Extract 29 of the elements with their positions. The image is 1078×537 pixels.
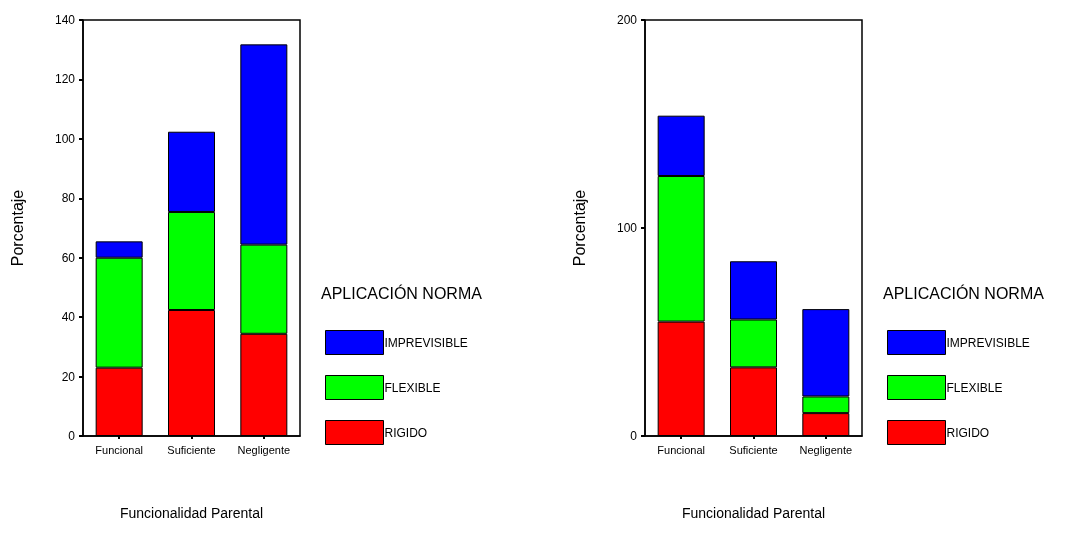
y-tick-label: 60	[61, 250, 76, 265]
y-tick-label: 100	[616, 221, 638, 235]
y-tick-label: 140	[54, 13, 76, 27]
legend-label: RIGIDO	[384, 425, 428, 440]
y-tick-label: 80	[61, 191, 76, 206]
legend-label: FLEXIBLE	[946, 380, 1003, 395]
x-tick-label: Funcional	[95, 443, 144, 456]
y-axis-title: Porcentaje	[570, 189, 588, 267]
legend-label: FLEXIBLE	[384, 380, 441, 395]
y-tick-label: 120	[54, 72, 76, 87]
legend-title: APLICACIÓN NORMA	[321, 283, 483, 302]
legend-label: IMPREVISIBLE	[384, 335, 468, 350]
x-axis-title: Funcionalidad Parental	[681, 505, 826, 521]
x-axis-title: Funcionalidad Parental	[119, 505, 264, 521]
y-tick-label: 0	[630, 429, 638, 443]
y-tick-label: 100	[54, 131, 76, 146]
x-tick-label: Negligente	[799, 443, 853, 456]
legend-label: RIGIDO	[946, 425, 990, 440]
x-tick-label: Suficiente	[167, 443, 216, 456]
y-axis-title: Porcentaje	[8, 189, 26, 267]
x-tick-label: Suficiente	[729, 443, 778, 456]
x-tick-label: Funcional	[657, 443, 706, 456]
y-tick-label: 200	[616, 13, 638, 27]
y-tick-label: 0	[68, 429, 76, 443]
y-tick-label: 20	[61, 369, 76, 384]
legend-title: APLICACIÓN NORMA	[883, 283, 1045, 302]
y-tick-label: 40	[61, 310, 76, 325]
x-tick-label: Negligente	[237, 443, 291, 456]
legend-label: IMPREVISIBLE	[946, 335, 1030, 350]
